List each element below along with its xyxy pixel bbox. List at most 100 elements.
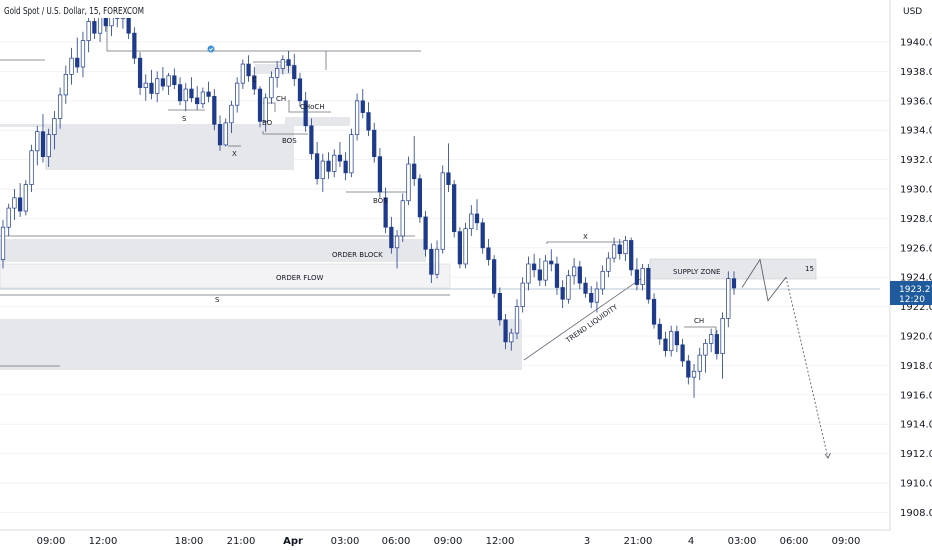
candle-body bbox=[326, 160, 331, 172]
candle bbox=[526, 256, 531, 291]
candle-body bbox=[714, 334, 719, 354]
candle-body bbox=[543, 260, 548, 281]
candle-body bbox=[617, 244, 622, 255]
candle bbox=[669, 325, 674, 357]
candle-body bbox=[423, 216, 428, 250]
ch-label-1: CH bbox=[276, 95, 286, 103]
candle bbox=[566, 269, 571, 304]
last-price-value: 1923.27 bbox=[899, 285, 932, 295]
candle bbox=[674, 325, 680, 353]
projection-arrowhead bbox=[824, 452, 831, 459]
projection-solid bbox=[741, 258, 787, 302]
candle-body bbox=[480, 222, 485, 249]
candle-body bbox=[429, 248, 434, 275]
candle bbox=[452, 180, 457, 238]
candle-body bbox=[80, 40, 86, 68]
candle bbox=[377, 147, 383, 198]
projection-dotted bbox=[785, 277, 829, 459]
candle bbox=[629, 237, 634, 276]
last-price-tag: 1923.27 12:20 bbox=[890, 281, 932, 305]
candle bbox=[640, 263, 645, 291]
candle-body bbox=[35, 131, 40, 152]
time-axis-bg bbox=[0, 530, 932, 550]
candle-body bbox=[691, 370, 697, 378]
candle-body bbox=[726, 278, 731, 319]
choch-line bbox=[288, 100, 331, 113]
candle-body bbox=[297, 78, 303, 102]
candle-body bbox=[303, 100, 308, 127]
candle-body bbox=[280, 59, 285, 69]
candle bbox=[389, 216, 394, 254]
candle bbox=[52, 111, 57, 150]
candle-body bbox=[680, 344, 685, 362]
candle-body bbox=[446, 172, 451, 185]
candle bbox=[680, 338, 685, 367]
candle-body bbox=[337, 154, 343, 162]
candle-body bbox=[160, 78, 166, 87]
candle-body bbox=[372, 129, 377, 158]
candle bbox=[257, 86, 263, 128]
candle bbox=[366, 102, 371, 137]
candle bbox=[240, 59, 245, 90]
candle bbox=[23, 180, 28, 216]
candle-body bbox=[314, 153, 320, 180]
candle bbox=[434, 240, 440, 279]
candle bbox=[543, 255, 548, 287]
candle bbox=[269, 71, 274, 104]
candle bbox=[223, 118, 228, 147]
candle-body bbox=[343, 160, 348, 174]
candle-body bbox=[554, 263, 560, 288]
x-label-1: X bbox=[232, 150, 237, 158]
candle-body bbox=[195, 97, 200, 105]
candle bbox=[18, 183, 23, 217]
candle bbox=[29, 144, 34, 192]
candle-body bbox=[703, 343, 708, 356]
candle bbox=[520, 277, 525, 313]
candle-body bbox=[275, 68, 280, 78]
candle-body bbox=[86, 21, 91, 41]
time-tick-label: 03:00 bbox=[728, 536, 757, 547]
candle bbox=[40, 114, 46, 163]
time-tick-label: 09:00 bbox=[37, 536, 66, 547]
candle bbox=[554, 256, 560, 295]
candle-body bbox=[486, 247, 491, 260]
candle-body bbox=[469, 213, 474, 230]
candle bbox=[651, 293, 657, 329]
bos-label-1: BOS bbox=[282, 137, 297, 145]
candle bbox=[229, 100, 234, 134]
bos1-line bbox=[262, 131, 308, 135]
candle bbox=[509, 328, 514, 351]
candle-body bbox=[23, 184, 28, 212]
candle-body bbox=[674, 331, 680, 346]
time-tick-label: 21:00 bbox=[624, 536, 653, 547]
candle bbox=[349, 128, 354, 178]
candle-body bbox=[40, 131, 46, 158]
currency-label[interactable]: USD bbox=[903, 7, 922, 17]
candle bbox=[594, 281, 600, 313]
ch-label-2: CH bbox=[694, 317, 704, 325]
candle-body bbox=[383, 197, 388, 228]
candle-body bbox=[731, 278, 737, 289]
price-axis-bg bbox=[890, 0, 932, 550]
candle-body bbox=[155, 78, 160, 94]
candle-body bbox=[29, 150, 34, 185]
price-tick-label: 1914.00 bbox=[900, 420, 932, 431]
candle bbox=[474, 199, 480, 231]
candle-body bbox=[229, 104, 234, 124]
candle bbox=[263, 93, 268, 132]
candle-body bbox=[320, 160, 325, 180]
price-tick-label: 1922.00 bbox=[900, 302, 932, 313]
candle bbox=[423, 211, 428, 257]
candle-body bbox=[92, 21, 97, 34]
target-icon[interactable] bbox=[207, 45, 215, 53]
candle-body bbox=[223, 122, 228, 146]
price-tick-label: 1932.00 bbox=[900, 155, 932, 166]
candle bbox=[0, 219, 6, 269]
candle bbox=[149, 69, 154, 100]
candle-body bbox=[577, 266, 582, 284]
candle-body bbox=[634, 269, 640, 285]
time-tick-label: 03:00 bbox=[331, 536, 360, 547]
candle bbox=[177, 77, 183, 106]
candle-body bbox=[697, 354, 702, 372]
